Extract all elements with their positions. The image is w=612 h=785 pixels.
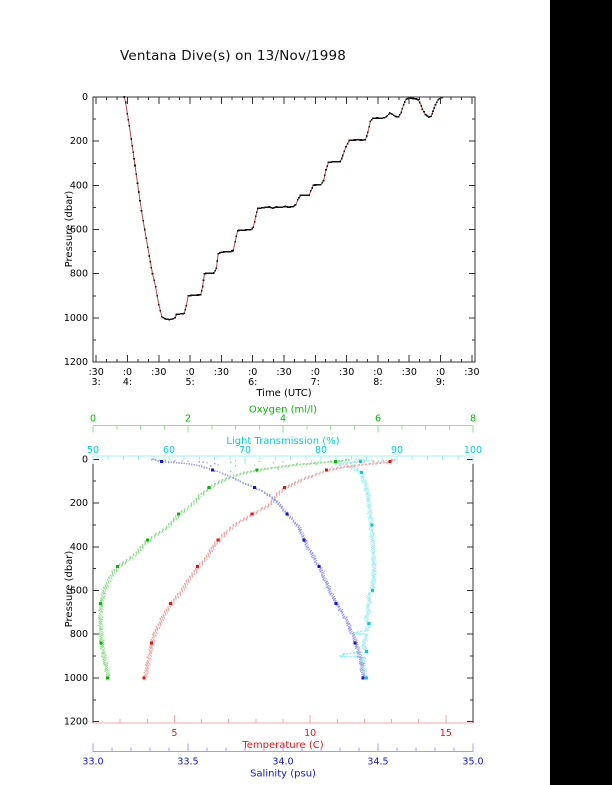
svg-text:800: 800 xyxy=(70,269,88,280)
oxygen-axis-label: Oxygen (ml/l) xyxy=(249,405,317,416)
salinity-bold-markers xyxy=(159,460,365,680)
svg-text::30: :30 xyxy=(464,367,479,378)
svg-text:600: 600 xyxy=(70,586,88,597)
plot-title: Ventana Dive(s) on 13/Nov/1998 xyxy=(119,48,347,64)
svg-text::30: :30 xyxy=(214,367,229,378)
svg-text:0: 0 xyxy=(82,92,88,103)
svg-text:70: 70 xyxy=(239,445,251,456)
svg-text:90: 90 xyxy=(391,445,403,456)
temperature-series xyxy=(142,458,395,680)
svg-text:1200: 1200 xyxy=(64,357,88,368)
bottom-pressure-axis-label: Pressure (dbar) xyxy=(64,551,75,628)
svg-text:5:: 5: xyxy=(185,377,194,388)
svg-text:0: 0 xyxy=(90,414,96,425)
svg-text:8: 8 xyxy=(470,414,476,425)
svg-text:100: 100 xyxy=(464,445,482,456)
svg-text:3:: 3: xyxy=(92,377,101,388)
svg-text::30: :30 xyxy=(276,367,291,378)
svg-text:1000: 1000 xyxy=(64,673,88,684)
svg-text:7:: 7: xyxy=(311,377,320,388)
salinity-axis: 33.0 33.5 34.0 34.5 35.0 Salinity (psu) xyxy=(82,743,484,780)
svg-text::30: :30 xyxy=(88,367,103,378)
svg-text:33.0: 33.0 xyxy=(82,757,103,768)
transmission-series xyxy=(339,458,397,680)
svg-text:15: 15 xyxy=(440,728,452,739)
salinity-trace-2 xyxy=(154,459,366,678)
dive-markers xyxy=(123,96,443,321)
svg-text:5: 5 xyxy=(171,728,177,739)
transmission-axis-label: Light Transmission (%) xyxy=(226,436,339,447)
svg-text::30: :30 xyxy=(151,367,166,378)
oxygen-trace-1 xyxy=(97,458,347,678)
dive-line xyxy=(123,96,444,321)
svg-text:2: 2 xyxy=(185,414,191,425)
svg-text:10: 10 xyxy=(304,728,316,739)
svg-text::30: :30 xyxy=(402,367,417,378)
svg-text:8:: 8: xyxy=(373,377,382,388)
svg-text::0: :0 xyxy=(436,367,445,378)
svg-text:34.0: 34.0 xyxy=(272,757,293,768)
svg-text:600: 600 xyxy=(70,225,88,236)
temperature-surface-scatter xyxy=(329,459,394,470)
svg-text::0: :0 xyxy=(248,367,257,378)
svg-text::0: :0 xyxy=(123,367,132,378)
svg-text:200: 200 xyxy=(70,498,88,509)
svg-text:4: 4 xyxy=(280,414,286,425)
svg-text:1200: 1200 xyxy=(64,717,88,728)
top-pressure-axis-label: Pressure (dbar) xyxy=(64,191,75,268)
svg-text::0: :0 xyxy=(373,367,382,378)
bottom-pressure-axes: 0 200 400 600 800 1000 1200 Pressure (dbar) xyxy=(64,454,474,728)
svg-text::30: :30 xyxy=(339,367,354,378)
top-plot xyxy=(92,96,476,363)
svg-text:800: 800 xyxy=(70,629,88,640)
svg-text:6: 6 xyxy=(375,414,381,425)
oxygen-trace-2 xyxy=(99,459,350,678)
temperature-bold-markers xyxy=(142,460,392,680)
svg-text:400: 400 xyxy=(70,542,88,553)
svg-text:400: 400 xyxy=(70,180,88,191)
salinity-trace-1 xyxy=(152,458,365,678)
transmission-trace-2 xyxy=(339,459,375,678)
svg-text:80: 80 xyxy=(315,445,327,456)
oxygen-axis: 0 2 4 6 8 Oxygen (ml/l) xyxy=(90,405,476,433)
svg-text:1000: 1000 xyxy=(64,313,88,324)
svg-text:35.0: 35.0 xyxy=(462,757,483,768)
oxygen-bold-markers xyxy=(99,460,337,680)
svg-text:6:: 6: xyxy=(248,377,257,388)
svg-text:60: 60 xyxy=(163,445,175,456)
svg-text:50: 50 xyxy=(87,445,99,456)
top-plot-axes: 020040060080010001200:303::04::30:05::30… xyxy=(64,92,480,399)
svg-text:9:: 9: xyxy=(436,377,445,388)
svg-text:34.5: 34.5 xyxy=(367,757,388,768)
transmission-axis: 50 60 70 80 90 100 Light Transmission (%) xyxy=(87,436,482,464)
time-axis-label: Time (UTC) xyxy=(255,388,311,399)
svg-text:4:: 4: xyxy=(123,377,132,388)
salinity-axis-label: Salinity (psu) xyxy=(250,769,316,780)
svg-text:0: 0 xyxy=(82,454,88,465)
svg-text::0: :0 xyxy=(185,367,194,378)
svg-text:200: 200 xyxy=(70,136,88,147)
right-black-bar xyxy=(550,0,612,785)
svg-text:33.5: 33.5 xyxy=(177,757,198,768)
salinity-series xyxy=(151,458,366,680)
svg-text::0: :0 xyxy=(311,367,320,378)
oxygen-series xyxy=(97,458,351,680)
